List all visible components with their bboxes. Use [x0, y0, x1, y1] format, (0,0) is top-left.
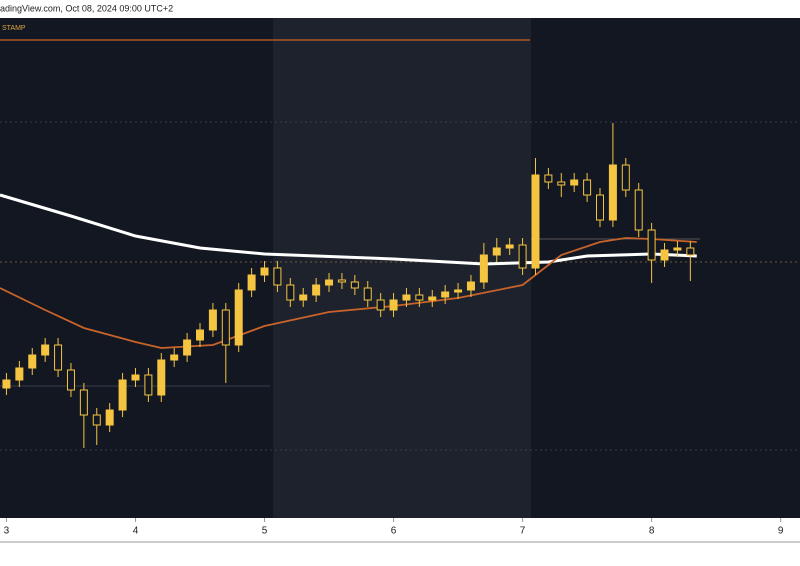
candle-body [286, 284, 295, 301]
x-tick-label: 9 [778, 526, 784, 537]
candle-body [647, 229, 656, 261]
candle-body [221, 309, 230, 346]
candle-body [544, 174, 553, 183]
candle-body [325, 279, 334, 286]
moving-average [0, 237, 697, 349]
candle-body [15, 367, 24, 381]
candle-body [183, 339, 192, 356]
candle-body [2, 379, 11, 389]
x-tick-label: 5 [262, 526, 268, 537]
symbol-label: STAMP [2, 25, 26, 32]
candle-body [570, 179, 579, 186]
candle-body [557, 181, 566, 186]
candle-body [466, 281, 475, 291]
candle-body [41, 344, 50, 356]
candle-body [144, 374, 153, 396]
source-text: radingView.com, Oct 08, 2024 09:00 UTC+2 [0, 3, 173, 13]
candle-body [389, 299, 398, 311]
candle-body [363, 287, 372, 301]
candle-body [92, 414, 101, 426]
candle-body [531, 174, 540, 269]
x-tick-label: 4 [133, 526, 139, 537]
candle-body [105, 409, 114, 426]
candle-body [479, 254, 488, 283]
candle-body [402, 294, 411, 301]
candle-body [608, 164, 617, 221]
candle-body [54, 344, 63, 371]
candle-body [170, 354, 179, 361]
candle-body [621, 164, 630, 191]
candle-body [454, 289, 463, 293]
x-tick-label: 7 [520, 526, 526, 537]
x-tick-label: 8 [649, 526, 655, 537]
candle-body [66, 369, 75, 391]
x-tick-label: 6 [391, 526, 397, 537]
moving-average [0, 193, 697, 266]
candle-body [350, 281, 359, 289]
x-tick-label: 3 [4, 526, 10, 537]
candle-body [312, 284, 321, 296]
candle-body [518, 244, 527, 269]
candle-body [376, 299, 385, 311]
candle-body [441, 291, 450, 298]
candle-body [337, 279, 346, 283]
candle-body [208, 309, 217, 331]
candle-body [196, 329, 204, 341]
candle-body [28, 354, 37, 369]
candle-body [428, 296, 437, 301]
session-band [273, 18, 531, 518]
candle-body [596, 194, 604, 221]
candle-body [415, 294, 424, 301]
candle-body [234, 289, 243, 346]
header-bar [0, 0, 800, 18]
candle-body [583, 179, 592, 196]
candle-body [505, 244, 514, 249]
candle-body [686, 247, 695, 256]
candle-body [673, 247, 682, 251]
candle-body [260, 267, 269, 276]
candle-body [299, 294, 308, 301]
candle-body [79, 389, 88, 416]
candle-body [118, 379, 127, 411]
candle-body [247, 274, 256, 291]
candle-body [660, 249, 669, 261]
candle-body [157, 359, 166, 396]
candle-body [273, 267, 282, 286]
candle-body [492, 247, 501, 256]
candle-body [131, 374, 140, 381]
candle-body [634, 189, 643, 231]
